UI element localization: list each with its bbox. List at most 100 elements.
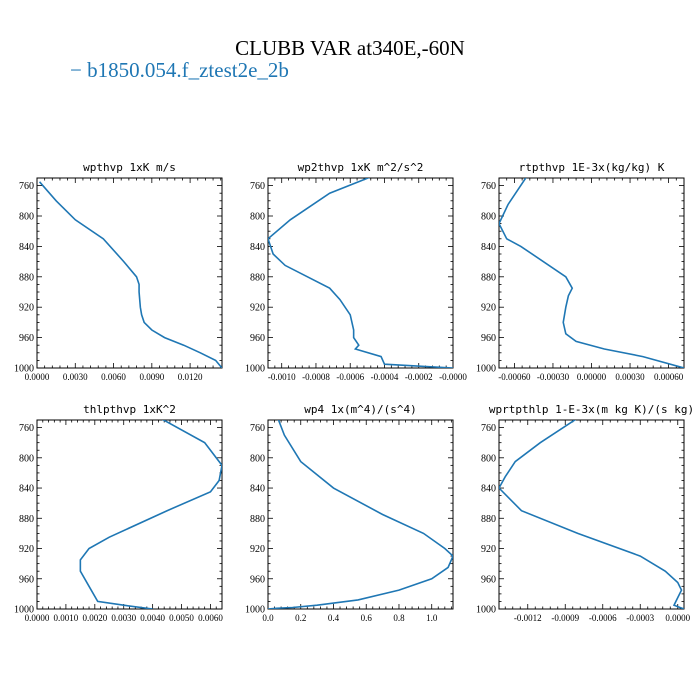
subplot-title: wpthvp 1xK m/s	[83, 161, 176, 174]
y-tick-label: 1000	[245, 605, 265, 616]
y-tick-label: 960	[481, 333, 496, 344]
subplot-title: wp4 1x(m^4)/(s^4)	[304, 403, 417, 416]
x-tick-label: 0.0040	[140, 613, 165, 623]
subplot-4: thlpthvp 1xK^276080084088092096010000.00…	[14, 403, 223, 623]
y-tick-label: 880	[250, 514, 265, 525]
x-tick-label: -0.0003	[626, 613, 654, 623]
y-tick-label: 800	[250, 212, 265, 223]
x-tick-label: -0.0004	[371, 372, 399, 382]
y-tick-label: 1000	[245, 364, 265, 375]
series-line	[268, 420, 453, 609]
y-tick-label: 920	[250, 303, 265, 314]
plot-frame	[36, 419, 223, 610]
y-tick-label: 840	[250, 242, 265, 253]
y-tick-label: 960	[19, 333, 34, 344]
x-tick-label: 0.0030	[63, 372, 88, 382]
plot-frame	[267, 419, 454, 610]
x-tick-label: -0.0012	[514, 613, 542, 623]
y-tick-label: 1000	[14, 364, 34, 375]
x-tick-label: 1.0	[426, 613, 438, 623]
y-tick-label: 760	[250, 181, 265, 192]
subplot-title: wp2thvp 1xK m^2/s^2	[298, 161, 424, 174]
series-line	[79, 420, 222, 609]
legend-entry: − b1850.054.f_ztest2e_2b	[70, 58, 289, 82]
x-tick-label: 0.0000	[665, 613, 690, 623]
x-tick-label: 0.0120	[178, 372, 203, 382]
y-tick-label: 840	[19, 242, 34, 253]
x-tick-label: 0.0000	[25, 613, 50, 623]
subplot-title: wprtpthlp 1-E-3x(m kg K)/(s kg)	[489, 403, 694, 416]
x-tick-label: 0.0000	[25, 372, 50, 382]
y-tick-label: 920	[481, 303, 496, 314]
x-tick-label: 0.0030	[111, 613, 136, 623]
y-tick-label: 840	[481, 484, 496, 495]
x-tick-label: -0.00060	[498, 372, 531, 382]
y-tick-label: 840	[481, 242, 496, 253]
y-tick-label: 1000	[476, 364, 496, 375]
y-tick-label: 880	[481, 514, 496, 525]
x-tick-label: 0.0060	[198, 613, 223, 623]
y-tick-label: 920	[19, 544, 34, 555]
x-tick-label: -0.0009	[551, 613, 579, 623]
y-tick-label: 800	[250, 453, 265, 464]
x-tick-label: 0.00030	[615, 372, 645, 382]
x-tick-label: 0.8	[393, 613, 405, 623]
y-tick-label: 880	[481, 272, 496, 283]
plot-frame	[498, 419, 685, 610]
y-tick-label: 960	[250, 333, 265, 344]
y-tick-label: 880	[19, 272, 34, 283]
x-tick-label: 0.0090	[139, 372, 164, 382]
plot-frame	[498, 177, 685, 369]
y-tick-label: 760	[481, 423, 496, 434]
x-tick-label: -0.00030	[537, 372, 570, 382]
y-tick-label: 840	[250, 484, 265, 495]
y-tick-label: 800	[481, 453, 496, 464]
series-line	[268, 178, 453, 368]
y-tick-label: 800	[19, 212, 34, 223]
y-tick-label: 800	[19, 453, 34, 464]
x-tick-label: -0.0010	[268, 372, 296, 382]
y-tick-label: 1000	[476, 605, 496, 616]
y-tick-label: 1000	[14, 605, 34, 616]
y-tick-label: 920	[481, 544, 496, 555]
x-tick-label: 0.6	[361, 613, 373, 623]
x-tick-label: 0.0	[262, 613, 274, 623]
subplot-title: thlpthvp 1xK^2	[83, 403, 176, 416]
y-tick-label: 920	[250, 544, 265, 555]
subplot-6: wprtpthlp 1-E-3x(m kg K)/(s kg) 760 800 840…	[476, 403, 694, 623]
subplot-5: wp4 1x(m^4)/(s^4)76080084088092096010000…	[245, 403, 454, 623]
y-tick-label: 960	[481, 574, 496, 585]
x-tick-label: -0.0006	[336, 372, 364, 382]
y-tick-label: 760	[250, 423, 265, 434]
x-tick-label: 0.2	[295, 613, 306, 623]
plot-frame	[267, 177, 454, 369]
x-tick-label: -0.0006	[589, 613, 617, 623]
x-tick-label: -0.0002	[405, 372, 433, 382]
series-line	[499, 178, 684, 368]
subplot-2: wp2thvp 1xK m^2/s^2 760 800 840 880 920 960 100…	[245, 161, 467, 382]
series-line	[38, 181, 222, 368]
x-tick-label: 0.00000	[577, 372, 607, 382]
x-tick-label: -0.0008	[302, 372, 330, 382]
chart-title: CLUBB VAR at340E,-60N	[235, 36, 465, 60]
plot-frame	[36, 177, 223, 369]
x-tick-label: -0.0000	[439, 372, 467, 382]
y-tick-label: 760	[481, 181, 496, 192]
subplot-title: rtpthvp 1E-3x(kg/kg) K	[519, 161, 665, 174]
x-tick-label: 0.00060	[654, 372, 684, 382]
y-tick-label: 800	[481, 212, 496, 223]
y-tick-label: 760	[19, 181, 34, 192]
series-line	[499, 420, 684, 609]
y-tick-label: 840	[19, 484, 34, 495]
x-tick-label: 0.0020	[82, 613, 107, 623]
y-tick-label: 920	[19, 303, 34, 314]
y-tick-label: 880	[250, 272, 265, 283]
x-tick-label: 0.0060	[101, 372, 126, 382]
x-tick-label: 0.0010	[54, 613, 79, 623]
y-tick-label: 760	[19, 423, 34, 434]
y-tick-label: 960	[250, 574, 265, 585]
x-tick-label: 0.0050	[169, 613, 194, 623]
y-tick-label: 960	[19, 574, 34, 585]
x-tick-label: 0.4	[328, 613, 340, 623]
